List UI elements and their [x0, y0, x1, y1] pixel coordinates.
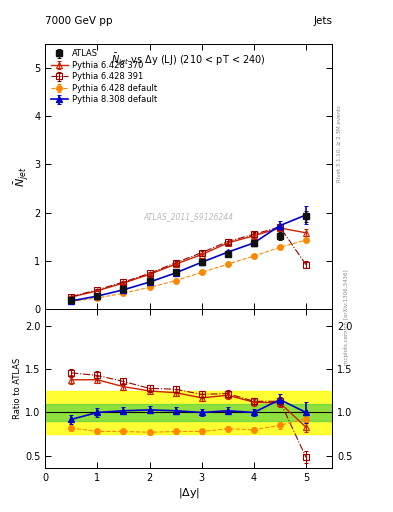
X-axis label: |$\Delta$y|: |$\Delta$y| — [178, 486, 200, 500]
Legend: ATLAS, Pythia 6.428 370, Pythia 6.428 391, Pythia 6.428 default, Pythia 8.308 de: ATLAS, Pythia 6.428 370, Pythia 6.428 39… — [50, 48, 159, 106]
Text: 7000 GeV pp: 7000 GeV pp — [45, 15, 113, 26]
Y-axis label: Ratio to ATLAS: Ratio to ATLAS — [13, 358, 22, 419]
Y-axis label: $\bar{N}_{jet}$: $\bar{N}_{jet}$ — [13, 166, 31, 187]
Text: $\bar{N}_{jet}$ vs $\Delta$y (LJ) (210 < pT < 240): $\bar{N}_{jet}$ vs $\Delta$y (LJ) (210 <… — [111, 52, 266, 68]
Text: mcplots.cern.ch [arXiv:1306.3436]: mcplots.cern.ch [arXiv:1306.3436] — [344, 270, 349, 365]
Text: ATLAS_2011_S9126244: ATLAS_2011_S9126244 — [143, 211, 234, 221]
Bar — [45, 391, 332, 434]
Text: Rivet 3.1.10; ≥ 2.3M events: Rivet 3.1.10; ≥ 2.3M events — [337, 105, 342, 182]
Bar — [45, 404, 332, 421]
Text: Jets: Jets — [313, 15, 332, 26]
